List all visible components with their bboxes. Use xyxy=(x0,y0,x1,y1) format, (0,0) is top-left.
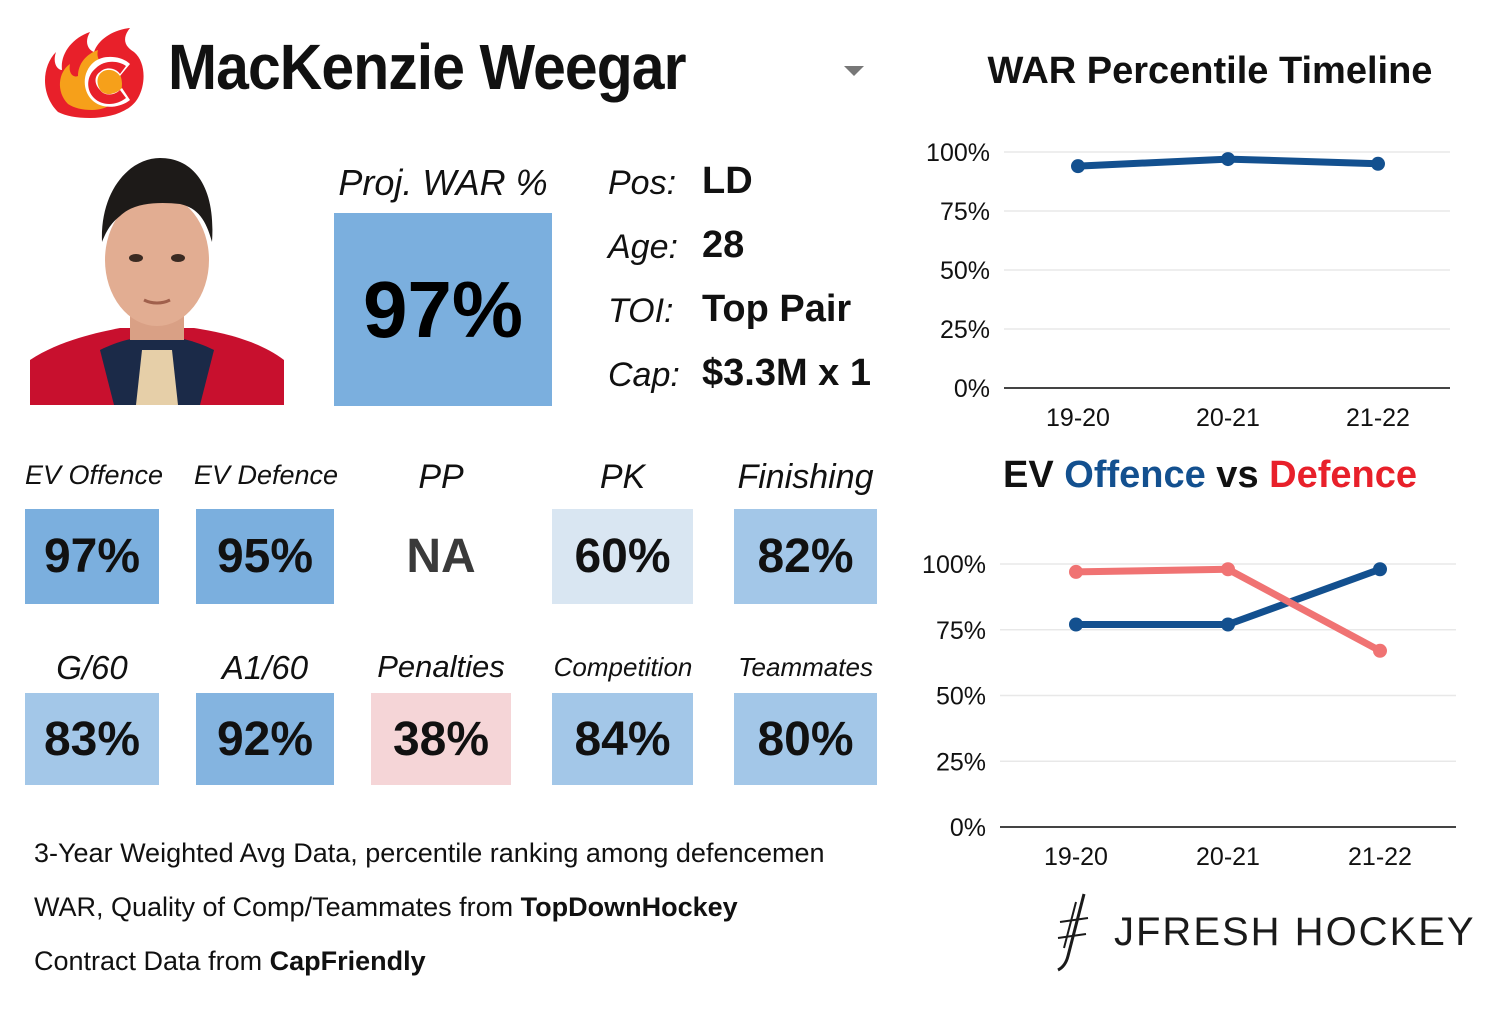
stat-value-ev-defence: 95% xyxy=(196,509,334,604)
topdownhockey-link[interactable]: TopDownHockey xyxy=(520,892,738,922)
stat-value-pk: 60% xyxy=(552,509,693,604)
ev-offence-defence-title: EV Offence vs Defence xyxy=(960,454,1460,497)
x-tick-label: 20-21 xyxy=(1196,404,1260,432)
cap-label: Cap: xyxy=(608,356,680,394)
footnote-war-source: WAR, Quality of Comp/Teammates from TopD… xyxy=(34,892,738,923)
x-tick-label: 19-20 xyxy=(1046,404,1110,432)
y-tick-label: 50% xyxy=(940,257,990,285)
capfriendly-link[interactable]: CapFriendly xyxy=(269,946,426,976)
y-tick-label: 0% xyxy=(950,814,986,842)
title-offence: Offence xyxy=(1064,454,1206,496)
title-vs: vs xyxy=(1205,454,1270,496)
stat-value-finishing: 82% xyxy=(734,509,877,604)
data-point-offence xyxy=(1069,617,1083,632)
y-tick-label: 75% xyxy=(936,617,986,645)
stat-label-finishing: Finishing xyxy=(737,458,874,496)
series-line-defence xyxy=(1072,565,1384,655)
footnote-war-source-prefix: WAR, Quality of Comp/Teammates from xyxy=(34,892,521,922)
data-point-offence xyxy=(1373,562,1387,577)
stat-value-competition: 84% xyxy=(552,693,693,785)
player-headshot xyxy=(30,150,284,405)
y-tick-label: 50% xyxy=(936,683,986,711)
data-point-war xyxy=(1371,156,1385,171)
data-point-war xyxy=(1221,152,1235,167)
stat-label-ev-offence: EV Offence xyxy=(24,460,164,490)
flames-logo-icon xyxy=(38,24,148,120)
series-line-offence xyxy=(1072,565,1384,628)
proj-war-label: Proj. WAR % xyxy=(338,162,548,203)
stat-value-ev-offence: 97% xyxy=(25,509,159,604)
stat-label-ev-defence: EV Defence xyxy=(193,460,339,490)
title-ev-prefix: EV xyxy=(1003,454,1065,496)
stat-label-teammates: Teammates xyxy=(738,652,873,682)
brand-name: JFRESH HOCKEY xyxy=(1114,910,1476,954)
y-tick-label: 0% xyxy=(954,375,990,403)
y-tick-label: 100% xyxy=(922,551,986,579)
war-timeline-title: WAR Percentile Timeline xyxy=(987,50,1433,92)
data-point-defence xyxy=(1373,643,1387,658)
y-tick-label: 75% xyxy=(940,198,990,226)
ev-offence-defence-chart: 0% 25% 50% 75% 100% 19-20 20-21 21-22 xyxy=(922,551,1456,871)
stat-label-penalties: Penalties xyxy=(377,649,505,684)
stat-label-g60: G/60 xyxy=(56,649,128,686)
data-point-offence xyxy=(1221,617,1235,632)
y-tick-label: 25% xyxy=(940,316,990,344)
stat-value-a160: 92% xyxy=(196,693,334,785)
player-dropdown-chevron-down-icon[interactable] xyxy=(844,66,864,76)
x-tick-label: 19-20 xyxy=(1044,843,1108,871)
stat-label-a160: A1/60 xyxy=(221,649,309,686)
player-name: MacKenzie Weegar xyxy=(168,31,687,103)
data-point-defence xyxy=(1069,564,1083,579)
stat-value-g60: 83% xyxy=(25,693,159,785)
data-point-war xyxy=(1071,159,1085,174)
x-tick-label: 21-22 xyxy=(1348,843,1412,871)
cap-value: $3.3M x 1 xyxy=(702,352,871,394)
stat-value-pp: NA xyxy=(371,509,511,604)
toi-label: TOI: xyxy=(608,292,674,330)
data-point-defence xyxy=(1221,562,1235,577)
y-tick-label: 25% xyxy=(936,748,986,776)
age-value: 28 xyxy=(702,224,745,266)
footnote-contract-source: Contract Data from CapFriendly xyxy=(34,946,426,977)
stat-label-pk: PK xyxy=(599,458,646,496)
footnote-methodology: 3-Year Weighted Avg Data, percentile ran… xyxy=(34,838,825,868)
footnote-contract-source-prefix: Contract Data from xyxy=(34,946,270,976)
y-tick-label: 100% xyxy=(926,139,990,167)
age-label: Age: xyxy=(608,228,678,266)
proj-war-value: 97% xyxy=(334,213,552,406)
x-tick-label: 20-21 xyxy=(1196,843,1260,871)
stat-value-teammates: 80% xyxy=(734,693,877,785)
stat-label-competition: Competition xyxy=(553,652,693,682)
pos-label: Pos: xyxy=(608,164,677,202)
x-tick-label: 21-22 xyxy=(1346,404,1410,432)
war-timeline-chart: 0% 25% 50% 75% 100% 19-20 20-21 21-22 xyxy=(926,139,1450,432)
toi-value: Top Pair xyxy=(702,288,852,330)
jfresh-stick-icon xyxy=(1054,892,1098,976)
stat-value-penalties: 38% xyxy=(371,693,511,785)
stat-label-pp: PP xyxy=(418,458,464,496)
pos-value: LD xyxy=(702,160,753,202)
title-defence: Defence xyxy=(1269,454,1417,496)
